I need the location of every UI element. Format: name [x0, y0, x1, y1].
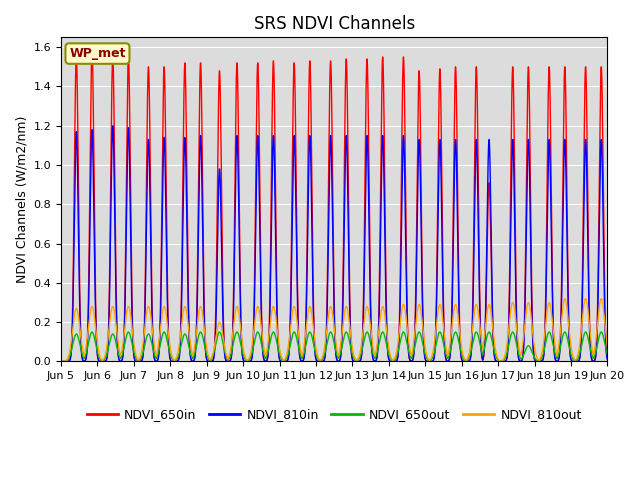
NDVI_810in — [57, 359, 65, 364]
NDVI_810out — [531, 346, 539, 351]
NDVI_650in — [75, 182, 83, 188]
NDVI_650in — [188, 358, 196, 364]
Text: WP_met: WP_met — [69, 47, 125, 60]
NDVI_810in — [188, 359, 196, 364]
NDVI_810out — [597, 296, 605, 301]
Line: NDVI_650in: NDVI_650in — [61, 47, 607, 361]
NDVI_650in — [88, 44, 96, 50]
Y-axis label: NDVI Channels (W/m2/nm): NDVI Channels (W/m2/nm) — [15, 116, 28, 283]
NDVI_650in — [346, 309, 354, 314]
NDVI_810in — [75, 226, 83, 231]
NDVI_650in — [604, 356, 611, 362]
NDVI_650out — [531, 355, 539, 361]
Line: NDVI_650out: NDVI_650out — [61, 332, 607, 361]
Line: NDVI_810out: NDVI_810out — [61, 299, 607, 361]
NDVI_650out — [346, 341, 354, 347]
NDVI_650out — [604, 352, 611, 358]
NDVI_650out — [57, 359, 65, 364]
NDVI_810in — [604, 357, 611, 362]
NDVI_810out — [116, 353, 124, 359]
NDVI_810out — [188, 351, 196, 357]
NDVI_650in — [531, 357, 539, 362]
NDVI_810in — [177, 328, 185, 334]
NDVI_810out — [75, 313, 83, 319]
NDVI_810in — [109, 123, 116, 129]
NDVI_810out — [57, 359, 65, 364]
NDVI_650in — [116, 359, 124, 364]
NDVI_650out — [188, 355, 196, 361]
NDVI_650out — [116, 356, 124, 361]
NDVI_650out — [75, 336, 83, 341]
Title: SRS NDVI Channels: SRS NDVI Channels — [253, 15, 415, 33]
NDVI_810in — [116, 359, 124, 364]
NDVI_650out — [597, 329, 605, 335]
NDVI_650in — [177, 317, 185, 323]
NDVI_810in — [531, 357, 539, 363]
NDVI_650in — [57, 359, 65, 364]
NDVI_650out — [177, 344, 185, 349]
Line: NDVI_810in: NDVI_810in — [61, 126, 607, 361]
NDVI_810out — [177, 328, 185, 334]
Legend: NDVI_650in, NDVI_810in, NDVI_650out, NDVI_810out: NDVI_650in, NDVI_810in, NDVI_650out, NDV… — [82, 403, 587, 426]
NDVI_810out — [346, 326, 354, 332]
NDVI_810in — [346, 321, 354, 327]
NDVI_810out — [604, 344, 611, 349]
